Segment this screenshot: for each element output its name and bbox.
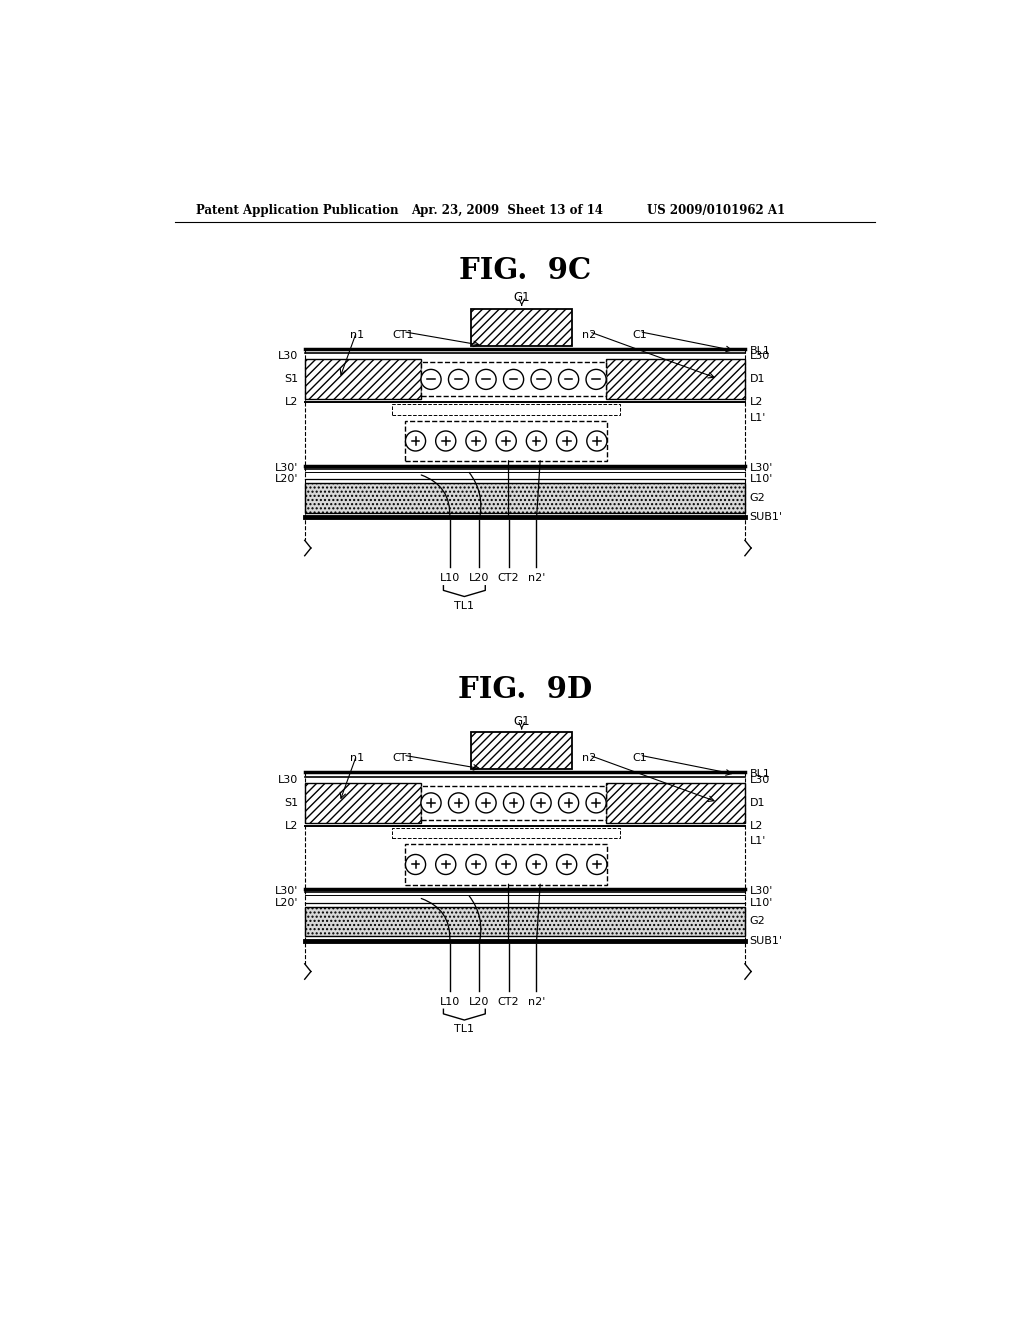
Bar: [606, 359, 744, 400]
Text: L30': L30': [750, 887, 773, 896]
Circle shape: [557, 430, 577, 451]
Bar: [391, 404, 621, 414]
Circle shape: [496, 430, 516, 451]
Text: D1: D1: [750, 375, 765, 384]
Text: CT1: CT1: [392, 754, 414, 763]
Text: G1: G1: [513, 292, 530, 305]
Bar: [606, 783, 744, 822]
Text: G2: G2: [750, 492, 765, 503]
Text: G2: G2: [750, 916, 765, 927]
Text: L2: L2: [750, 397, 763, 408]
Circle shape: [526, 430, 547, 451]
Bar: [406, 845, 607, 884]
Circle shape: [406, 430, 426, 451]
Text: L30': L30': [750, 463, 773, 473]
Bar: [305, 907, 744, 936]
Circle shape: [558, 793, 579, 813]
Text: L10': L10': [750, 898, 773, 908]
Text: CT2: CT2: [498, 997, 519, 1007]
Circle shape: [587, 430, 607, 451]
Bar: [421, 363, 606, 396]
Text: n2: n2: [582, 754, 596, 763]
Bar: [421, 785, 606, 820]
Text: TL1: TL1: [455, 1024, 474, 1035]
Text: L10: L10: [439, 573, 460, 583]
Text: FIG.  9D: FIG. 9D: [458, 676, 592, 704]
Circle shape: [587, 854, 607, 875]
Text: L2: L2: [285, 821, 299, 832]
Circle shape: [476, 793, 496, 813]
Text: L1': L1': [750, 413, 766, 422]
Text: n2: n2: [582, 330, 596, 339]
Circle shape: [496, 854, 516, 875]
Bar: [305, 359, 421, 400]
Circle shape: [558, 370, 579, 389]
Bar: [471, 733, 572, 770]
Circle shape: [435, 854, 456, 875]
Text: L30: L30: [750, 775, 770, 785]
Text: L30: L30: [279, 775, 299, 785]
Circle shape: [586, 370, 606, 389]
Text: D1: D1: [750, 797, 765, 808]
Text: L30': L30': [275, 463, 299, 473]
Bar: [406, 421, 607, 461]
Text: C1: C1: [632, 754, 647, 763]
Text: CT2: CT2: [498, 573, 519, 583]
Text: L20': L20': [275, 474, 299, 484]
Text: L30: L30: [279, 351, 299, 362]
Text: TL1: TL1: [455, 601, 474, 611]
Text: Apr. 23, 2009  Sheet 13 of 14: Apr. 23, 2009 Sheet 13 of 14: [411, 205, 603, 218]
Circle shape: [435, 430, 456, 451]
Text: L20': L20': [275, 898, 299, 908]
Circle shape: [449, 370, 469, 389]
Text: US 2009/0101962 A1: US 2009/0101962 A1: [647, 205, 785, 218]
Text: G1: G1: [513, 714, 530, 727]
Circle shape: [476, 370, 496, 389]
Bar: [305, 783, 421, 822]
Text: n2': n2': [527, 573, 545, 583]
Circle shape: [526, 854, 547, 875]
Text: n1: n1: [349, 330, 364, 339]
Text: SUB1': SUB1': [750, 512, 782, 523]
Circle shape: [531, 370, 551, 389]
Text: CT1: CT1: [392, 330, 414, 339]
Circle shape: [421, 793, 441, 813]
Bar: [391, 828, 621, 838]
Circle shape: [531, 793, 551, 813]
Text: L10': L10': [750, 474, 773, 484]
Circle shape: [504, 793, 523, 813]
Text: L20: L20: [469, 997, 489, 1007]
Text: S1: S1: [285, 375, 299, 384]
Text: n1: n1: [349, 754, 364, 763]
Circle shape: [466, 430, 486, 451]
Text: L20: L20: [469, 573, 489, 583]
Circle shape: [449, 793, 469, 813]
Text: SUB1': SUB1': [750, 936, 782, 945]
Circle shape: [586, 793, 606, 813]
Circle shape: [406, 854, 426, 875]
Text: L30': L30': [275, 887, 299, 896]
Text: FIG.  9C: FIG. 9C: [459, 256, 591, 285]
Text: L1': L1': [750, 837, 766, 846]
Bar: [305, 483, 744, 512]
Text: BL1: BL1: [750, 770, 770, 779]
Bar: [471, 309, 572, 346]
Text: L30: L30: [750, 351, 770, 362]
Text: Patent Application Publication: Patent Application Publication: [197, 205, 398, 218]
Circle shape: [466, 854, 486, 875]
Text: C1: C1: [632, 330, 647, 339]
Circle shape: [421, 370, 441, 389]
Text: L2: L2: [285, 397, 299, 408]
Text: n2': n2': [527, 997, 545, 1007]
Circle shape: [557, 854, 577, 875]
Text: L10: L10: [439, 997, 460, 1007]
Text: BL1: BL1: [750, 346, 770, 356]
Circle shape: [504, 370, 523, 389]
Text: S1: S1: [285, 797, 299, 808]
Text: L2: L2: [750, 821, 763, 832]
